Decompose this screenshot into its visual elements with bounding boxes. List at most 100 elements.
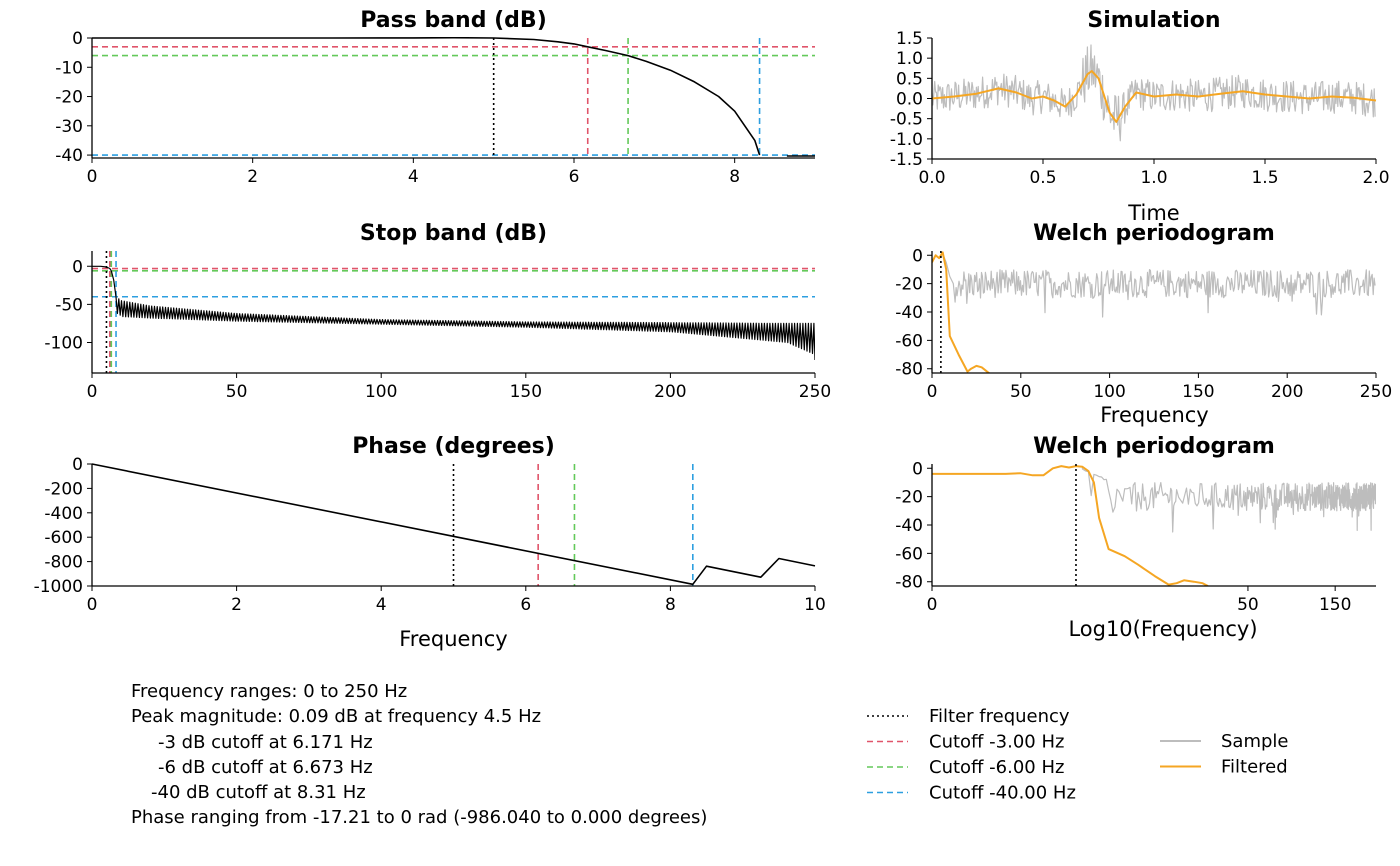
x-tick-label: 4 bbox=[408, 167, 419, 187]
x-axis-label: Frequency bbox=[1100, 403, 1209, 427]
x-tick-label: 10 bbox=[804, 595, 826, 615]
x-tick-label: 200 bbox=[1271, 382, 1303, 402]
legend-label: Cutoff -40.00 Hz bbox=[929, 783, 1076, 804]
x-tick-label: 6 bbox=[569, 167, 580, 187]
welch-log-chart: Welch periodogram 0 50 150 0 -20 -40 -60 -80 Log1… bbox=[895, 434, 1376, 641]
legend-label: Cutoff -3.00 Hz bbox=[929, 732, 1064, 753]
x-tick-label: 8 bbox=[665, 595, 676, 615]
x-axis-label: Frequency bbox=[399, 627, 508, 651]
sample-series bbox=[932, 253, 1376, 318]
chart-title: Pass band (dB) bbox=[360, 8, 547, 33]
y-tick-label: -1000 bbox=[34, 577, 83, 597]
x-tick-label: 100 bbox=[1093, 382, 1125, 402]
x-tick-label: 1.0 bbox=[1140, 168, 1167, 188]
stopband-chart: Stop band (dB) 0 50 100 150 200 250 0 -50 -100 bbox=[44, 221, 831, 402]
y-tick-label: 0 bbox=[912, 246, 923, 266]
y-tick-label: 0 bbox=[72, 455, 83, 475]
y-tick-label: -1.0 bbox=[890, 130, 923, 150]
x-tick-label: 0 bbox=[927, 595, 938, 615]
y-tick-label: -50 bbox=[55, 295, 83, 315]
y-tick-label: -60 bbox=[895, 331, 923, 351]
y-tick-label: -10 bbox=[55, 58, 83, 78]
sample-series bbox=[932, 465, 1376, 533]
chart-title: Welch periodogram bbox=[1033, 434, 1275, 459]
x-tick-label: 150 bbox=[510, 382, 542, 402]
info-line: Frequency ranges: 0 to 250 Hz bbox=[131, 681, 407, 702]
chart-title: Stop band (dB) bbox=[360, 221, 547, 246]
phase-curve bbox=[91, 463, 816, 586]
y-tick-label: -20 bbox=[55, 88, 83, 108]
welch-linear-chart: Welch periodogram 0 50 100 150 200 250 0 -20 -40 -… bbox=[895, 221, 1392, 427]
y-tick-label: 0 bbox=[912, 459, 923, 479]
y-tick-label: -40 bbox=[895, 516, 923, 536]
chart-title: Welch periodogram bbox=[1033, 221, 1275, 246]
legend-label: Filtered bbox=[1221, 757, 1288, 778]
y-tick-label: -600 bbox=[44, 528, 83, 548]
legend-label: Cutoff -6.00 Hz bbox=[929, 757, 1064, 778]
filtered-series bbox=[932, 465, 1209, 586]
y-tick-label: -80 bbox=[895, 573, 923, 593]
info-line: -40 dB cutoff at 8.31 Hz bbox=[151, 782, 366, 803]
y-tick-label: 1.0 bbox=[896, 49, 923, 69]
x-tick-label: 4 bbox=[376, 595, 387, 615]
x-tick-label: 2.0 bbox=[1362, 168, 1389, 188]
x-tick-label: 2 bbox=[247, 167, 258, 187]
x-tick-label: 0 bbox=[927, 382, 938, 402]
sample-series bbox=[932, 44, 1376, 142]
filtered-series bbox=[931, 70, 1377, 123]
y-tick-label: -40 bbox=[55, 146, 83, 166]
x-tick-label: 1.5 bbox=[1251, 168, 1278, 188]
y-tick-label: 0 bbox=[72, 29, 83, 49]
y-tick-label: -30 bbox=[55, 117, 83, 137]
y-tick-label: -20 bbox=[895, 275, 923, 295]
y-tick-label: -20 bbox=[895, 488, 923, 508]
phase-chart: Phase (degrees) 0 2 4 6 8 10 0 -200 -400 -600 -800 -… bbox=[34, 434, 826, 651]
x-tick-label: 200 bbox=[654, 382, 686, 402]
y-tick-label: -80 bbox=[895, 360, 923, 380]
info-line: -3 dB cutoff at 6.171 Hz bbox=[158, 732, 373, 753]
y-tick-label: -0.5 bbox=[890, 110, 923, 130]
y-tick-label: -100 bbox=[44, 334, 83, 354]
info-text: Frequency ranges: 0 to 250 Hz Peak magnit… bbox=[131, 681, 707, 828]
x-tick-label: 100 bbox=[365, 382, 397, 402]
x-tick-label: 0.5 bbox=[1029, 168, 1056, 188]
y-tick-label: 0.5 bbox=[896, 69, 923, 89]
chart-title: Simulation bbox=[1087, 8, 1220, 33]
info-line: Peak magnitude: 0.09 dB at frequency 4.5… bbox=[131, 706, 541, 727]
x-tick-label: 50 bbox=[1010, 382, 1032, 402]
x-tick-label: 2 bbox=[231, 595, 242, 615]
y-tick-label: -400 bbox=[44, 504, 83, 524]
info-line: Phase ranging from -17.21 to 0 rad (-986… bbox=[131, 807, 707, 828]
x-axis-label: Log10(Frequency) bbox=[1068, 617, 1257, 641]
x-tick-label: 50 bbox=[226, 382, 248, 402]
y-tick-label: -60 bbox=[895, 544, 923, 564]
y-tick-label: 0 bbox=[72, 257, 83, 277]
legend: Filter frequency Cutoff -3.00 Hz Cutoff -6… bbox=[867, 706, 1289, 804]
x-tick-label: 6 bbox=[520, 595, 531, 615]
x-tick-label: 0 bbox=[87, 382, 98, 402]
x-tick-label: 250 bbox=[799, 382, 831, 402]
x-tick-label: 0 bbox=[87, 595, 98, 615]
chart-title: Phase (degrees) bbox=[352, 434, 555, 459]
x-tick-label: 150 bbox=[1319, 595, 1351, 615]
info-line: -6 dB cutoff at 6.673 Hz bbox=[158, 757, 373, 778]
legend-label: Filter frequency bbox=[929, 706, 1070, 727]
filtered-series bbox=[932, 251, 991, 373]
x-tick-label: 0.0 bbox=[918, 168, 945, 188]
y-tick-label: -800 bbox=[44, 553, 83, 573]
y-tick-label: 0.0 bbox=[896, 90, 923, 110]
y-tick-label: 1.5 bbox=[896, 29, 923, 49]
x-axis-label: Time bbox=[1127, 201, 1179, 225]
passband-chart: Pass band (dB) 0 2 4 6 8 0 -10 -20 -30 -40 bbox=[55, 8, 815, 187]
magnitude-curve bbox=[92, 37, 761, 156]
x-tick-label: 250 bbox=[1360, 382, 1392, 402]
magnitude-curve bbox=[92, 265, 815, 361]
x-tick-label: 8 bbox=[729, 167, 740, 187]
x-tick-label: 0 bbox=[87, 167, 98, 187]
x-tick-label: 150 bbox=[1182, 382, 1214, 402]
y-tick-label: -1.5 bbox=[890, 150, 923, 170]
x-tick-label: 50 bbox=[1237, 595, 1259, 615]
y-tick-label: -40 bbox=[895, 303, 923, 323]
